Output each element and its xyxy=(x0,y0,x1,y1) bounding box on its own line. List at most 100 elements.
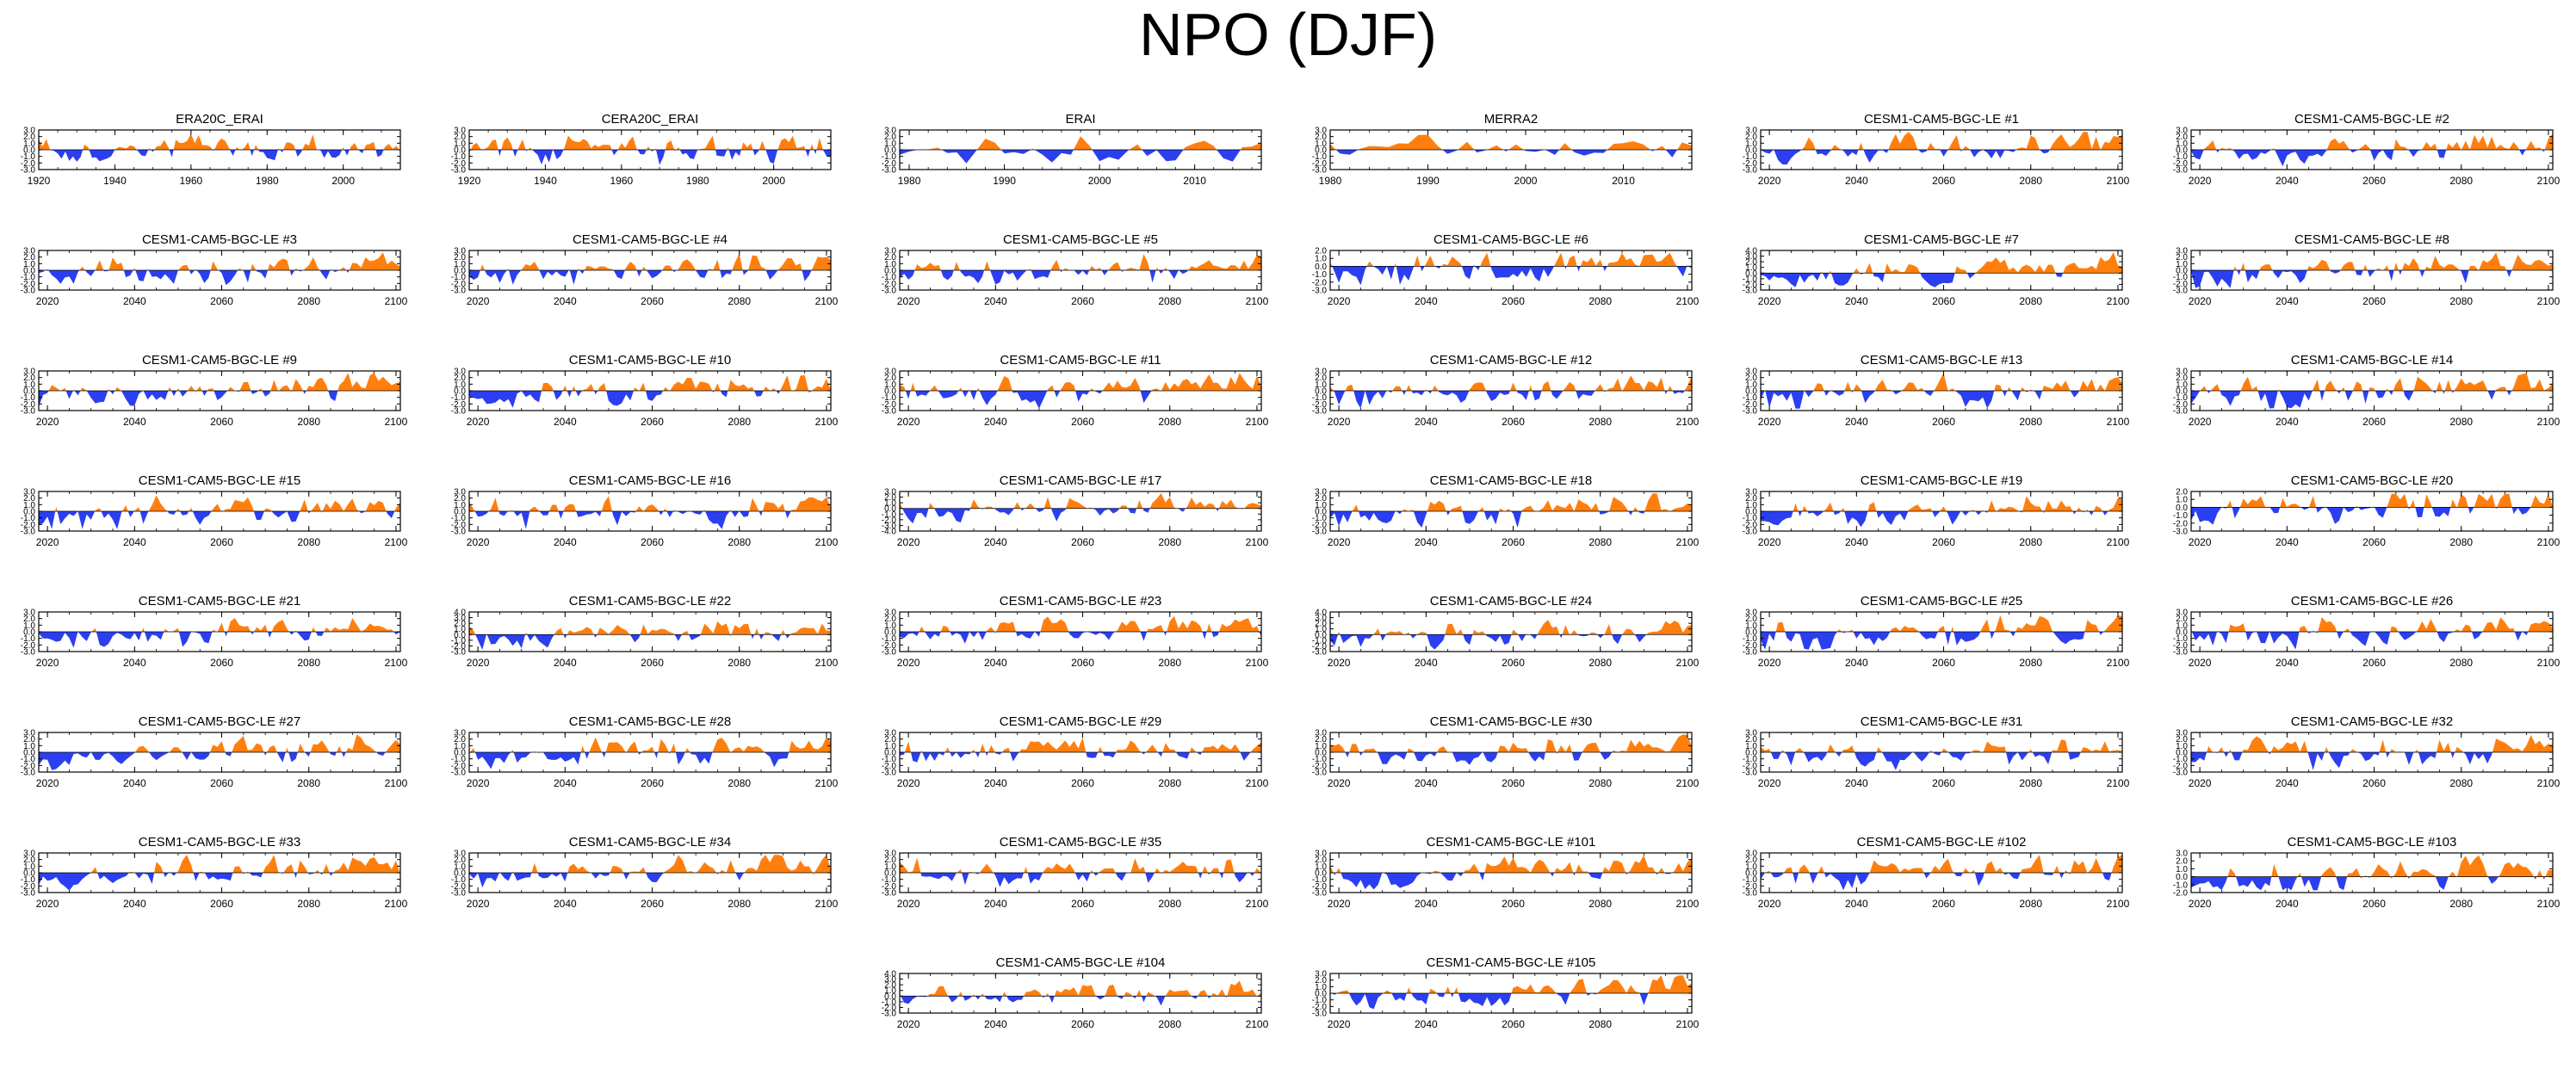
y-tick-label: 2.0 xyxy=(2176,488,2188,497)
y-tick-label: -1.0 xyxy=(451,152,467,162)
y-tick-label: -3.0 xyxy=(1312,166,1328,176)
y-tick-label: -3.0 xyxy=(1312,889,1328,899)
y-tick-label: -2.0 xyxy=(1312,521,1328,530)
y-tick-label: -1.0 xyxy=(2173,755,2189,764)
x-tick-label: 2100 xyxy=(1676,536,1700,548)
y-tick-label: 3.0 xyxy=(454,127,466,136)
y-tick-label: 1.0 xyxy=(454,742,466,751)
x-tick-label: 2040 xyxy=(2276,777,2299,789)
y-tick-label: 3.0 xyxy=(884,247,896,256)
y-tick-label: -1.0 xyxy=(882,273,897,282)
y-tick-label: -2.0 xyxy=(1743,159,1758,169)
x-tick-label: 2080 xyxy=(1588,536,1612,548)
positive-area xyxy=(45,252,401,270)
y-tick-label: -3.0 xyxy=(451,166,467,176)
y-tick-label: 3.0 xyxy=(1315,368,1327,377)
chart-panel: CESM1-CAM5-BGC-LE #29-3.0-2.0-1.00.01.02… xyxy=(882,714,1269,789)
negative-area xyxy=(474,511,791,529)
x-tick-label: 1990 xyxy=(993,175,1016,187)
x-tick-label: 2100 xyxy=(385,536,408,548)
y-tick-label: -3.0 xyxy=(882,889,897,899)
y-tick-label: 2.0 xyxy=(1745,494,1757,504)
x-tick-label: 2080 xyxy=(728,777,751,789)
x-tick-label: 2040 xyxy=(554,657,577,669)
plot-frame xyxy=(899,491,1262,532)
y-tick-label: -1.0 xyxy=(2173,634,2189,644)
y-tick-label: 3.0 xyxy=(454,488,466,497)
y-tick-label: 1.0 xyxy=(2176,380,2188,390)
negative-area xyxy=(2191,632,2529,650)
panel-title: CESM1-CAM5-BGC-LE #6 xyxy=(1434,232,1588,247)
y-tick-label: 0.0 xyxy=(454,508,466,517)
x-tick-label: 2040 xyxy=(1415,295,1438,307)
y-tick-label: -1.0 xyxy=(21,755,36,764)
panel-title: CESM1-CAM5-BGC-LE #19 xyxy=(1861,473,2022,488)
x-tick-label: 2020 xyxy=(897,295,920,307)
x-tick-label: 2020 xyxy=(36,657,59,669)
y-tick-label: 1.0 xyxy=(884,862,896,872)
y-tick-label: 1.0 xyxy=(1315,742,1327,751)
positive-area xyxy=(542,374,831,391)
x-tick-label: 1990 xyxy=(1416,175,1440,187)
y-tick-label: -3.0 xyxy=(1312,1010,1328,1019)
x-tick-label: 2040 xyxy=(2276,657,2299,669)
y-tick-label: 2.0 xyxy=(884,856,896,865)
y-tick-label: 3.0 xyxy=(454,368,466,377)
y-tick-label: 4.0 xyxy=(1315,609,1327,618)
y-tick-label: 3.0 xyxy=(1745,488,1757,497)
negative-area xyxy=(900,150,1241,164)
y-tick-label: -3.0 xyxy=(1743,287,1758,296)
x-tick-label: 2020 xyxy=(1328,898,1351,910)
x-tick-label: 2060 xyxy=(2362,657,2386,669)
y-tick-label: 3.0 xyxy=(23,247,35,256)
y-tick-label: 4.0 xyxy=(884,970,896,979)
y-tick-label: -1.0 xyxy=(1312,270,1328,280)
y-tick-label: 0.0 xyxy=(2176,504,2188,513)
y-tick-label: 3.0 xyxy=(884,609,896,618)
positive-area xyxy=(1775,615,2122,632)
x-tick-label: 2080 xyxy=(2449,416,2473,428)
x-tick-label: 2100 xyxy=(2107,416,2130,428)
y-tick-label: -3.0 xyxy=(1312,648,1328,658)
y-tick-label: 2.0 xyxy=(23,856,35,865)
y-tick-label: -2.0 xyxy=(882,641,897,651)
chart-panel: CESM1-CAM5-BGC-LE #34-3.0-2.0-1.00.01.02… xyxy=(451,835,839,910)
x-tick-label: 1960 xyxy=(179,175,202,187)
y-tick-label: -1.0 xyxy=(2173,881,2189,890)
plot-frame xyxy=(468,611,832,652)
negative-area xyxy=(469,752,790,769)
y-tick-label: -1.0 xyxy=(2173,152,2189,162)
x-tick-label: 2020 xyxy=(1328,777,1351,789)
y-tick-label: 0.0 xyxy=(454,631,466,640)
y-tick-label: -2.0 xyxy=(882,762,897,771)
negative-area xyxy=(469,270,812,285)
x-tick-label: 2060 xyxy=(210,416,233,428)
negative-area xyxy=(475,634,790,650)
y-tick-label: 2.0 xyxy=(23,253,35,263)
y-tick-label: 2.0 xyxy=(454,856,466,865)
y-tick-label: 1.0 xyxy=(23,862,35,872)
x-tick-label: 2020 xyxy=(1328,1018,1351,1030)
y-tick-label: 2.0 xyxy=(1745,856,1757,865)
panel-title: CERA20C_ERAI xyxy=(602,112,699,127)
y-tick-label: 2.0 xyxy=(454,494,466,504)
x-tick-label: 2100 xyxy=(385,295,408,307)
y-tick-label: 2.0 xyxy=(454,253,466,263)
x-tick-label: 2020 xyxy=(467,536,490,548)
y-tick-label: -3.0 xyxy=(1312,769,1328,778)
y-tick-label: 2.0 xyxy=(23,133,35,142)
x-tick-label: 2060 xyxy=(1932,295,1955,307)
y-tick-label: -3.0 xyxy=(882,769,897,778)
x-tick-label: 2100 xyxy=(1246,777,1269,789)
panel-title: CESM1-CAM5-BGC-LE #29 xyxy=(1000,714,1161,729)
positive-area xyxy=(90,855,400,873)
y-tick-label: 2.0 xyxy=(1315,856,1327,865)
y-tick-label: -2.0 xyxy=(1743,400,1758,410)
positive-area xyxy=(1330,975,1692,993)
positive-area xyxy=(480,253,831,270)
x-tick-label: 2080 xyxy=(1158,536,1181,548)
y-tick-label: -1.0 xyxy=(451,875,467,885)
x-tick-label: 2040 xyxy=(984,657,1007,669)
negative-area xyxy=(1761,873,2112,891)
y-tick-label: 0.0 xyxy=(884,749,896,758)
